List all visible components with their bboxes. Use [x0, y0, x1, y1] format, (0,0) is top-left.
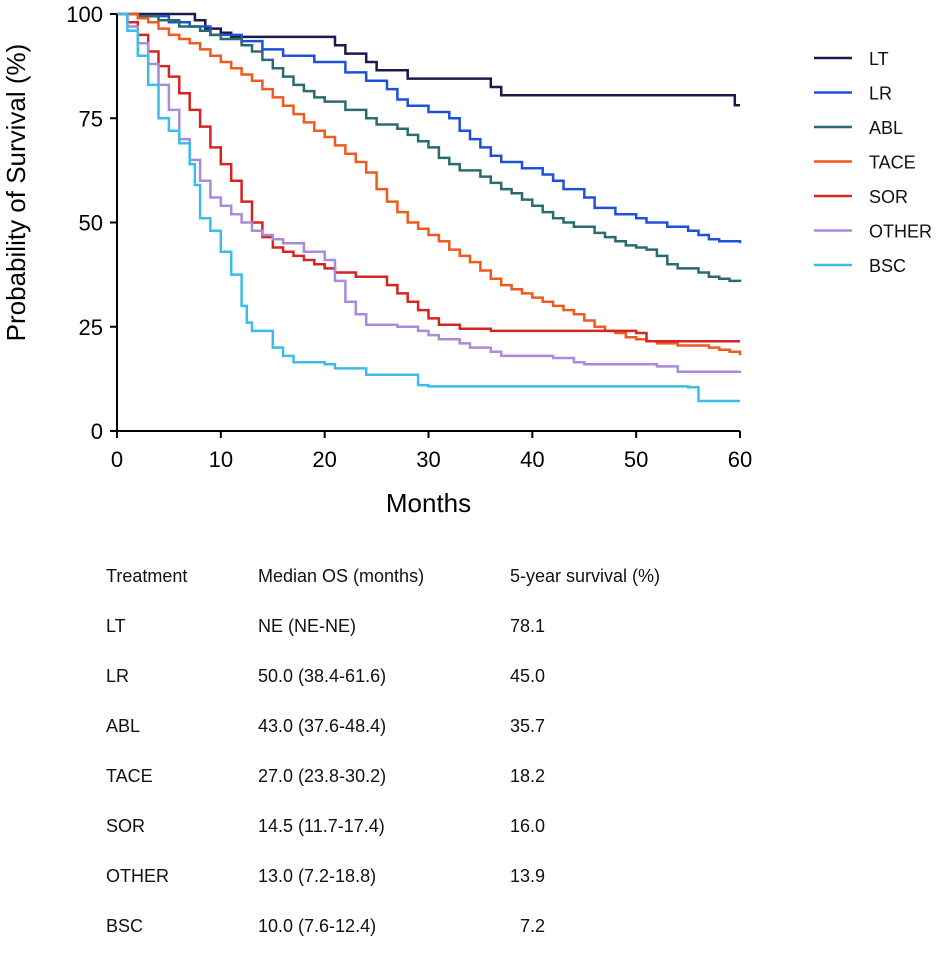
y-tick-label: 75: [79, 106, 103, 131]
x-tick-label: 40: [520, 447, 544, 472]
y-axis-title: Probability of Survival (%): [1, 44, 31, 342]
series-line-abl: [117, 12, 742, 283]
y-tick-label: 0: [91, 419, 103, 444]
x-tick-label: 60: [728, 447, 752, 472]
y-tick-label: 25: [79, 315, 103, 340]
survival-summary-table: Treatment Median OS (months) 5-year surv…: [106, 566, 746, 966]
cell-5-year-survival: 45.0: [510, 666, 546, 686]
y-tick-label: 100: [66, 2, 103, 27]
cell-median-os: 50.0 (38.4-61.6): [258, 666, 387, 686]
x-tick-label: 10: [209, 447, 233, 472]
cell-5-year-survival: 35.7: [510, 716, 546, 736]
x-tick-label: 0: [111, 447, 123, 472]
table-header-row: Treatment Median OS (months) 5-year surv…: [106, 566, 746, 616]
x-tick-label: 30: [416, 447, 440, 472]
legend-label-bsc: BSC: [869, 256, 906, 276]
cell-treatment: LT: [106, 616, 126, 636]
legend-label-abl: ABL: [869, 118, 903, 138]
cell-median-os: 43.0 (37.6-48.4): [258, 716, 387, 736]
series-line-lr: [117, 12, 742, 244]
table-row: TACE 27.0 (23.8-30.2) 18.2: [106, 766, 746, 816]
table-row: OTHER 13.0 (7.2-18.8) 13.9: [106, 866, 746, 916]
y-tick-label: 50: [79, 211, 103, 236]
survival-chart: 0 10 20 30 40 50 60 0 25 50 75 100 Months Probability…: [1, 2, 932, 518]
cell-treatment: SOR: [106, 816, 146, 836]
x-tick-label: 50: [624, 447, 648, 472]
legend-label-tace: TACE: [869, 153, 916, 173]
cell-5-year-survival: 16.0: [510, 816, 546, 836]
cell-5-year-survival: 18.2: [510, 766, 546, 786]
cell-5-year-survival: 13.9: [510, 866, 546, 886]
header-5-year-survival: 5-year survival (%): [510, 566, 661, 586]
table-row: LT NE (NE-NE) 78.1: [106, 616, 746, 666]
cell-5-year-survival: 78.1: [510, 616, 546, 636]
table-row: ABL 43.0 (37.6-48.4) 35.7: [106, 716, 746, 766]
cell-treatment: OTHER: [106, 866, 169, 886]
cell-median-os: 14.5 (11.7-17.4): [258, 816, 385, 836]
header-median-os: Median OS (months): [258, 566, 425, 586]
header-treatment: Treatment: [106, 566, 188, 586]
table-row: LR 50.0 (38.4-61.6) 45.0: [106, 666, 746, 716]
legend-label-lt: LT: [869, 49, 889, 69]
series-line-sor: [117, 12, 740, 343]
cell-treatment: LR: [106, 666, 130, 686]
cell-treatment: TACE: [106, 766, 153, 786]
legend-label-other: OTHER: [869, 222, 932, 242]
cell-median-os: 27.0 (23.8-30.2): [258, 766, 387, 786]
cell-median-os: 10.0 (7.6-12.4): [258, 916, 377, 936]
table-row: BSC 10.0 (7.6-12.4) 7.2: [106, 916, 746, 966]
x-tick-label: 20: [312, 447, 336, 472]
legend-label-sor: SOR: [869, 187, 908, 207]
x-axis-title: Months: [386, 488, 471, 518]
cell-median-os: NE (NE-NE): [258, 616, 356, 636]
legend-label-lr: LR: [869, 84, 892, 104]
cell-treatment: ABL: [106, 716, 141, 736]
cell-5-year-survival: 7.2: [520, 916, 546, 936]
cell-treatment: BSC: [106, 916, 144, 936]
cell-median-os: 13.0 (7.2-18.8): [258, 866, 377, 886]
series-line-bsc: [117, 12, 740, 403]
table-row: SOR 14.5 (11.7-17.4) 16.0: [106, 816, 746, 866]
